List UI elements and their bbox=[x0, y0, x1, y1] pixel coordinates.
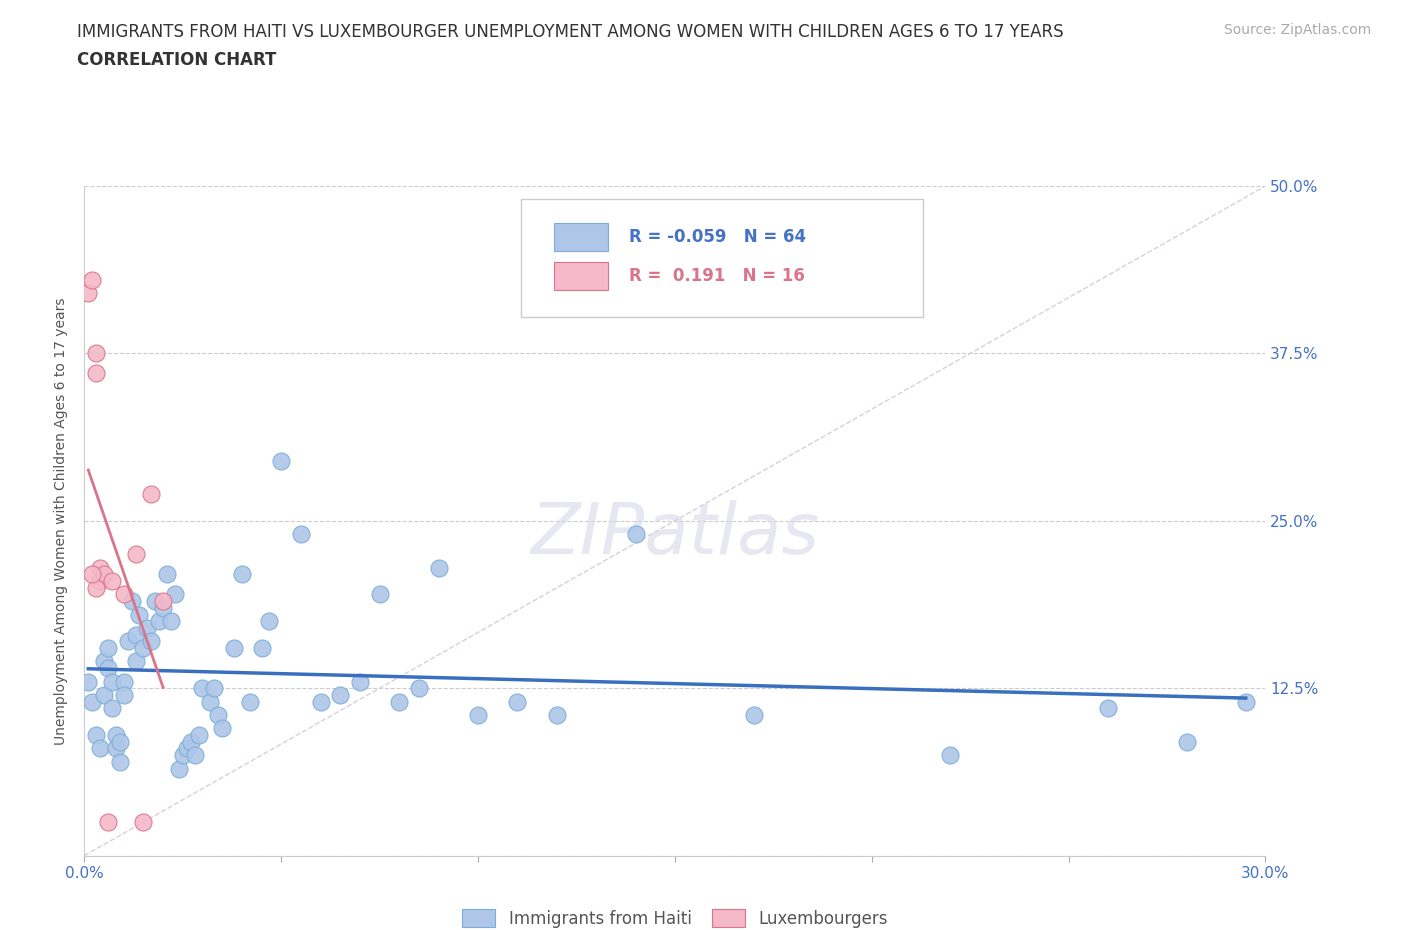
Point bbox=[77, 286, 100, 300]
Point bbox=[141, 486, 163, 501]
Point bbox=[152, 601, 174, 616]
Text: CORRELATION CHART: CORRELATION CHART bbox=[77, 51, 277, 69]
Text: ZIPatlas: ZIPatlas bbox=[530, 499, 820, 568]
Point bbox=[250, 641, 273, 656]
Point bbox=[222, 641, 245, 656]
Text: Source: ZipAtlas.com: Source: ZipAtlas.com bbox=[1223, 23, 1371, 37]
Point bbox=[89, 560, 111, 575]
Point bbox=[259, 614, 281, 629]
Y-axis label: Unemployment Among Women with Children Ages 6 to 17 years: Unemployment Among Women with Children A… bbox=[55, 297, 69, 745]
Point bbox=[93, 654, 115, 669]
Point bbox=[121, 593, 143, 608]
Point bbox=[108, 735, 131, 750]
Point bbox=[84, 727, 107, 742]
Point bbox=[152, 593, 174, 608]
Point bbox=[270, 453, 292, 468]
Text: IMMIGRANTS FROM HAITI VS LUXEMBOURGER UNEMPLOYMENT AMONG WOMEN WITH CHILDREN AGE: IMMIGRANTS FROM HAITI VS LUXEMBOURGER UN… bbox=[77, 23, 1064, 41]
Point bbox=[239, 694, 262, 709]
Point bbox=[329, 687, 352, 702]
Point bbox=[506, 694, 529, 709]
Point bbox=[84, 580, 107, 595]
Point bbox=[82, 694, 104, 709]
Point bbox=[136, 620, 159, 635]
Point bbox=[104, 727, 127, 742]
Point bbox=[1175, 735, 1198, 750]
Point bbox=[82, 272, 104, 287]
Point bbox=[141, 634, 163, 649]
Point bbox=[84, 346, 107, 361]
Point bbox=[368, 587, 391, 602]
Point bbox=[187, 727, 209, 742]
Point bbox=[160, 614, 183, 629]
Text: R =  0.191   N = 16: R = 0.191 N = 16 bbox=[628, 268, 804, 286]
Point bbox=[183, 748, 205, 763]
Point bbox=[117, 634, 139, 649]
Point bbox=[427, 560, 450, 575]
Point bbox=[124, 654, 146, 669]
Point bbox=[132, 641, 155, 656]
Point bbox=[163, 587, 186, 602]
Point bbox=[176, 741, 198, 756]
Point bbox=[467, 708, 489, 723]
Point bbox=[82, 567, 104, 582]
Point bbox=[349, 674, 371, 689]
Point bbox=[84, 366, 107, 381]
Point bbox=[101, 674, 124, 689]
Point bbox=[108, 754, 131, 769]
Point bbox=[191, 681, 214, 696]
Point bbox=[408, 681, 430, 696]
Point bbox=[124, 547, 146, 562]
Point bbox=[207, 708, 229, 723]
Point bbox=[97, 815, 120, 830]
Point bbox=[624, 526, 647, 541]
FancyBboxPatch shape bbox=[554, 223, 607, 251]
Point bbox=[742, 708, 765, 723]
Point bbox=[200, 694, 222, 709]
Point bbox=[143, 593, 166, 608]
FancyBboxPatch shape bbox=[522, 199, 922, 316]
Point bbox=[97, 641, 120, 656]
Point bbox=[290, 526, 312, 541]
FancyBboxPatch shape bbox=[554, 262, 607, 290]
Point bbox=[388, 694, 411, 709]
Point bbox=[156, 567, 179, 582]
Point bbox=[202, 681, 225, 696]
Point bbox=[180, 735, 202, 750]
Point bbox=[97, 660, 120, 675]
Point bbox=[112, 674, 135, 689]
Point bbox=[77, 674, 100, 689]
Legend: Immigrants from Haiti, Luxembourgers: Immigrants from Haiti, Luxembourgers bbox=[456, 903, 894, 930]
Point bbox=[211, 721, 233, 736]
Point bbox=[128, 607, 150, 622]
Text: R = -0.059   N = 64: R = -0.059 N = 64 bbox=[628, 228, 806, 246]
Point bbox=[939, 748, 962, 763]
Point bbox=[93, 567, 115, 582]
Point bbox=[104, 741, 127, 756]
Point bbox=[132, 815, 155, 830]
Point bbox=[309, 694, 332, 709]
Point bbox=[93, 687, 115, 702]
Point bbox=[546, 708, 568, 723]
Point bbox=[1097, 701, 1119, 716]
Point bbox=[231, 567, 253, 582]
Point bbox=[1234, 694, 1257, 709]
Point bbox=[172, 748, 194, 763]
Point bbox=[101, 574, 124, 589]
Point bbox=[124, 627, 146, 642]
Point bbox=[89, 741, 111, 756]
Point bbox=[89, 574, 111, 589]
Point bbox=[112, 587, 135, 602]
Point bbox=[148, 614, 170, 629]
Point bbox=[101, 701, 124, 716]
Point bbox=[112, 687, 135, 702]
Point bbox=[167, 761, 190, 776]
